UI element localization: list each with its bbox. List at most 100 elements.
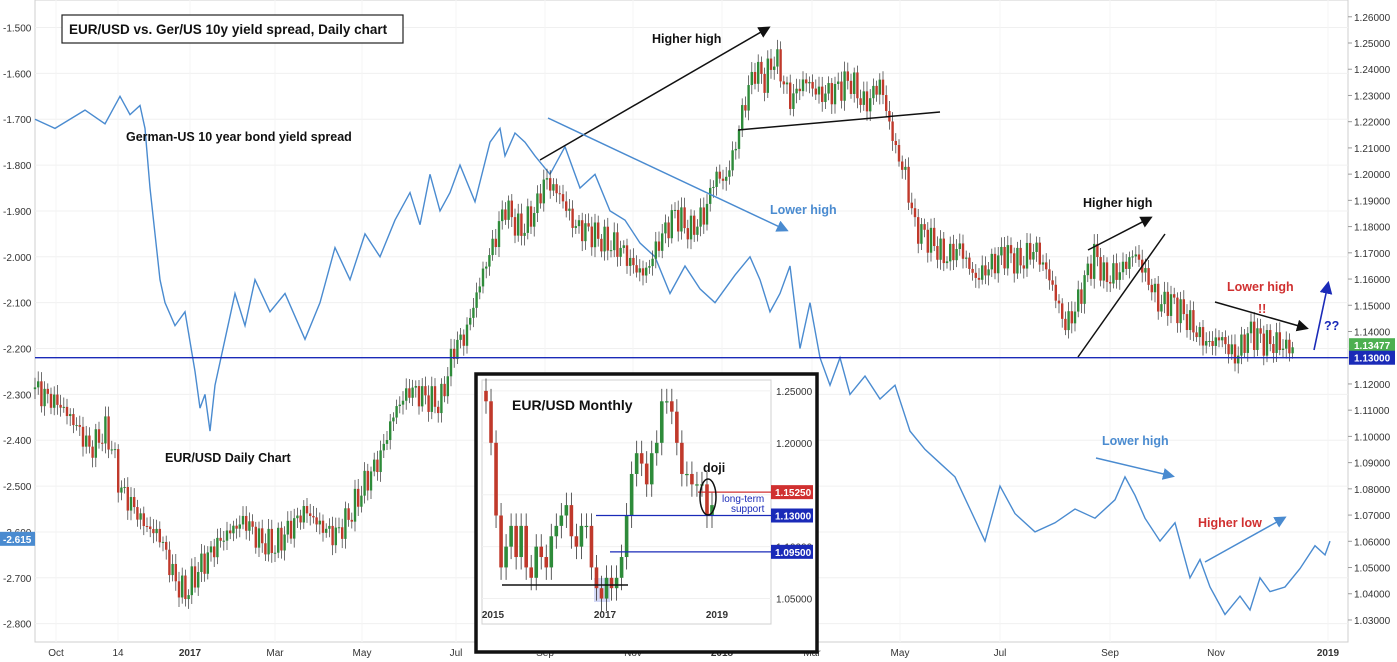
candle-body	[1134, 254, 1137, 257]
candle-body	[776, 49, 779, 67]
candle-body	[1131, 256, 1134, 258]
candle-body	[744, 105, 747, 111]
candle-body	[731, 150, 734, 171]
price-badges: 1.13477 1.13000	[1349, 338, 1395, 365]
candle-body	[94, 429, 97, 458]
candle-body	[385, 440, 389, 444]
candle-body	[587, 223, 590, 227]
inset-x-tick: 2015	[482, 610, 505, 621]
candle-body	[520, 213, 523, 236]
candle-body	[853, 72, 856, 94]
candle-body	[59, 404, 62, 408]
candle-body	[568, 208, 571, 211]
candle-body	[75, 425, 78, 427]
inset-candle	[594, 567, 599, 589]
inset-candle	[629, 473, 634, 516]
candle-body	[833, 83, 837, 105]
candle-body	[878, 79, 881, 95]
candle-body	[712, 186, 715, 188]
candle-body	[801, 79, 805, 92]
candle-body	[1070, 311, 1073, 324]
candle-body	[904, 166, 907, 170]
left-tick-label: -1.900	[3, 207, 32, 218]
candle-body	[933, 227, 936, 247]
annotation-higher-high-1: Higher high	[652, 32, 721, 46]
annotation-higher-low: Higher low	[1198, 516, 1262, 530]
candle-body	[302, 506, 305, 523]
annotation-lower-high-2: Lower high	[1227, 280, 1294, 294]
left-tick-label: -1.500	[3, 24, 32, 35]
candle-body	[440, 383, 443, 414]
inset-candle	[514, 525, 518, 558]
candle-body	[101, 442, 104, 444]
candle-body	[254, 526, 257, 548]
candle-body	[629, 257, 632, 266]
price-badge	[1349, 338, 1395, 353]
inset-candle	[564, 505, 569, 516]
candle-body	[609, 250, 613, 252]
candle-body	[737, 130, 741, 149]
candle-body	[456, 339, 459, 360]
candle-body	[1048, 269, 1051, 281]
candle-body	[600, 238, 603, 252]
candle-body	[257, 528, 261, 548]
rising-trendline	[1077, 233, 1166, 358]
candle-body	[606, 226, 609, 251]
candle-body	[987, 269, 990, 276]
candle-body	[1221, 337, 1224, 341]
candle-body	[1000, 246, 1003, 256]
candle-body	[577, 220, 581, 227]
candle-body	[245, 515, 248, 531]
candle-body	[1253, 321, 1256, 350]
candle-body	[648, 266, 651, 268]
candle-body	[814, 88, 817, 95]
x-tick-label: Mar	[266, 648, 284, 659]
candle-body	[702, 207, 705, 225]
higher-high-arrow-1	[539, 26, 771, 161]
candle-body	[136, 507, 139, 520]
candle-body	[613, 232, 616, 251]
annotation-higher-high-2: Higher high	[1083, 196, 1152, 210]
candle-body	[513, 217, 517, 236]
candle-body	[360, 495, 363, 507]
candle-body	[1115, 263, 1118, 280]
candle-body	[693, 215, 696, 235]
candle-body	[88, 435, 91, 447]
candle-body	[949, 243, 952, 262]
candle-body	[705, 203, 709, 225]
candle-body	[936, 246, 939, 260]
candle-body	[462, 334, 465, 346]
candle-body	[517, 213, 520, 236]
inset-title: EUR/USD Monthly	[512, 397, 633, 413]
x-tick-label: 2019	[1317, 648, 1340, 659]
candle-body	[104, 416, 107, 444]
candle-body	[277, 527, 280, 553]
candle-body	[453, 348, 456, 360]
candle-body	[686, 228, 689, 240]
candle-body	[545, 178, 549, 180]
candle-body	[229, 530, 232, 534]
candle-body	[187, 595, 190, 600]
inset-candle	[524, 525, 528, 568]
right-tick-label: 1.25000	[1354, 39, 1391, 50]
right-tick-label: 1.07000	[1354, 511, 1391, 522]
candle-body	[1105, 262, 1109, 282]
candle-body	[1057, 300, 1061, 304]
candle-body	[408, 388, 411, 398]
candle-body	[811, 81, 814, 89]
right-tick-label: 1.09000	[1354, 459, 1391, 470]
annotations: Higher high German-US 10 year bond yield…	[126, 32, 1339, 530]
candle-body	[158, 528, 161, 543]
inset-candle	[654, 442, 659, 454]
annotation-doji: doji	[703, 461, 725, 475]
candle-body	[190, 566, 193, 596]
candle-body	[43, 388, 46, 407]
candle-body	[171, 563, 174, 576]
inset-candle	[544, 557, 549, 568]
candle-body	[571, 208, 574, 228]
inset-candle	[494, 442, 498, 516]
up-question-arrow	[1313, 280, 1333, 351]
candle-body	[1003, 246, 1006, 269]
candle-body	[1067, 311, 1070, 331]
